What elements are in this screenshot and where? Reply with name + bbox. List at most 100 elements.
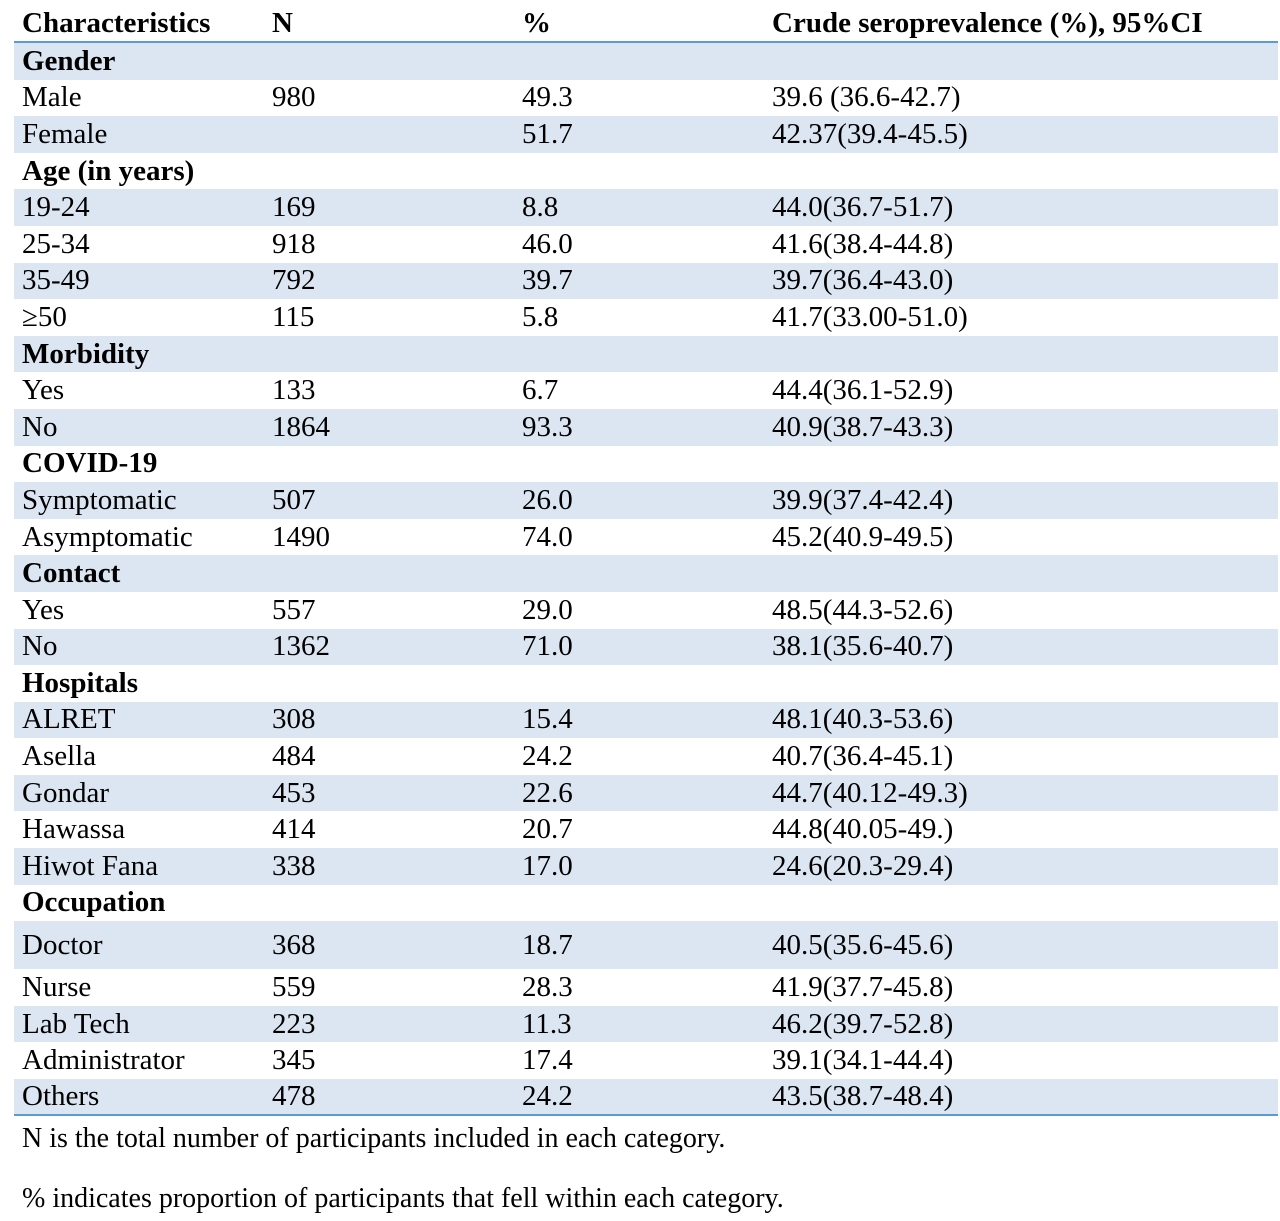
row-characteristic: No (22, 410, 58, 443)
row-characteristic: Yes (22, 374, 65, 407)
table-row: No 1864 93.3 40.9(38.7-43.3) (14, 408, 1278, 446)
row-percent: 26.0 (522, 483, 573, 516)
row-seroprevalence: 38.1(35.6-40.7) (772, 630, 954, 663)
row-characteristic: Others (22, 1079, 100, 1112)
section-row-gender: Gender (14, 43, 1278, 80)
row-percent: 17.0 (522, 849, 573, 882)
row-n: 507 (272, 483, 316, 516)
row-characteristic: 35-49 (22, 264, 90, 297)
row-n: 368 (272, 928, 316, 961)
row-n: 1864 (272, 410, 330, 443)
row-percent: 51.7 (522, 117, 573, 150)
row-characteristic: 19-24 (22, 191, 90, 224)
row-characteristic: ALRET (22, 703, 116, 736)
section-title: Gender (22, 44, 116, 77)
row-percent: 71.0 (522, 630, 573, 663)
section-row-age: Age (in years) (14, 153, 1278, 190)
row-seroprevalence: 39.6 (36.6-42.7) (772, 81, 961, 114)
header-percent: % (522, 7, 551, 39)
section-title: Hospitals (22, 666, 139, 699)
section-row-hospitals: Hospitals (14, 665, 1278, 702)
row-percent: 49.3 (522, 81, 573, 114)
row-percent: 24.2 (522, 740, 573, 773)
section-title: Contact (22, 557, 121, 590)
row-percent: 28.3 (522, 971, 573, 1004)
table-row: Lab Tech 223 11.3 46.2(39.7-52.8) (14, 1005, 1278, 1043)
row-n: 453 (272, 776, 316, 809)
table-row: ≥50 115 5.8 41.7(33.00-51.0) (14, 299, 1278, 336)
table-row: Gondar 453 22.6 44.7(40.12-49.3) (14, 774, 1278, 812)
row-percent: 20.7 (522, 813, 573, 846)
row-seroprevalence: 46.2(39.7-52.8) (772, 1007, 954, 1040)
row-percent: 93.3 (522, 410, 573, 443)
row-n: 484 (272, 740, 316, 773)
table-row: 19-24 169 8.8 44.0(36.7-51.7) (14, 189, 1278, 226)
table-row: Yes 557 29.0 48.5(44.3-52.6) (14, 592, 1278, 629)
row-percent: 5.8 (522, 300, 559, 333)
row-characteristic: Nurse (22, 971, 92, 1004)
row-seroprevalence: 41.6(38.4-44.8) (772, 227, 954, 260)
row-seroprevalence: 45.2(40.9-49.5) (772, 520, 954, 553)
row-seroprevalence: 40.5(35.6-45.6) (772, 928, 954, 961)
section-row-occupation: Occupation (14, 885, 1278, 922)
row-seroprevalence: 39.1(34.1-44.4) (772, 1044, 954, 1077)
table-row: Female 51.7 42.37(39.4-45.5) (14, 116, 1278, 153)
row-n: 414 (272, 813, 316, 846)
row-seroprevalence: 43.5(38.7-48.4) (772, 1079, 954, 1112)
footnote-n: N is the total number of participants in… (22, 1123, 726, 1154)
table-row: Doctor 368 18.7 40.5(35.6-45.6) (14, 921, 1278, 970)
row-characteristic: Hawassa (22, 813, 126, 846)
row-percent: 29.0 (522, 593, 573, 626)
section-title: Occupation (22, 886, 166, 919)
table-footnotes: N is the total number of participants in… (22, 1122, 784, 1215)
row-n: 478 (272, 1079, 316, 1112)
row-n: 223 (272, 1007, 316, 1040)
row-seroprevalence: 42.37(39.4-45.5) (772, 117, 968, 150)
row-n: 1362 (272, 630, 330, 663)
row-seroprevalence: 40.7(36.4-45.1) (772, 740, 954, 773)
row-n: 980 (272, 81, 316, 114)
row-seroprevalence: 44.4(36.1-52.9) (772, 374, 954, 407)
row-seroprevalence: 44.8(40.05-49.) (772, 813, 954, 846)
seroprevalence-table: Characteristics N % Crude seroprevalence… (14, 6, 1278, 1116)
section-row-morbidity: Morbidity (14, 335, 1278, 373)
row-characteristic: Asymptomatic (22, 520, 193, 553)
row-percent: 24.2 (522, 1079, 573, 1112)
row-characteristic: Hiwot Fana (22, 849, 159, 882)
row-percent: 15.4 (522, 703, 573, 736)
row-characteristic: Asella (22, 740, 97, 773)
row-seroprevalence: 39.9(37.4-42.4) (772, 483, 954, 516)
table-row: Asymptomatic 1490 74.0 45.2(40.9-49.5) (14, 519, 1278, 556)
row-characteristic: Administrator (22, 1044, 185, 1077)
header-seroprevalence: Crude seroprevalence (%), 95%CI (772, 7, 1203, 39)
header-n: N (272, 7, 293, 39)
row-characteristic: Doctor (22, 928, 103, 961)
row-seroprevalence: 41.9(37.7-45.8) (772, 971, 954, 1004)
row-n: 133 (272, 374, 316, 407)
row-seroprevalence: 44.0(36.7-51.7) (772, 191, 954, 224)
row-n: 169 (272, 191, 316, 224)
section-title: Morbidity (22, 337, 150, 370)
section-row-covid: COVID-19 (14, 446, 1278, 483)
row-percent: 18.7 (522, 928, 573, 961)
row-characteristic: Gondar (22, 776, 109, 809)
table-row: Others 478 24.2 43.5(38.7-48.4) (14, 1079, 1278, 1116)
row-characteristic: Yes (22, 593, 65, 626)
table-row: Asella 484 24.2 40.7(36.4-45.1) (14, 738, 1278, 775)
row-percent: 11.3 (522, 1007, 572, 1040)
row-n: 792 (272, 264, 316, 297)
table-row: No 1362 71.0 38.1(35.6-40.7) (14, 628, 1278, 666)
row-n: 557 (272, 593, 316, 626)
row-n: 1490 (272, 520, 330, 553)
row-n: 345 (272, 1044, 316, 1077)
table-row: Symptomatic 507 26.0 39.9(37.4-42.4) (14, 482, 1278, 519)
row-percent: 74.0 (522, 520, 573, 553)
row-seroprevalence: 41.7(33.00-51.0) (772, 300, 968, 333)
section-row-contact: Contact (14, 555, 1278, 592)
table-row: 25-34 918 46.0 41.6(38.4-44.8) (14, 226, 1278, 263)
row-n: 559 (272, 971, 316, 1004)
section-title: Age (in years) (22, 154, 195, 187)
row-seroprevalence: 24.6(20.3-29.4) (772, 849, 954, 882)
table-row: Nurse 559 28.3 41.9(37.7-45.8) (14, 969, 1278, 1006)
header-characteristics: Characteristics (22, 7, 211, 39)
